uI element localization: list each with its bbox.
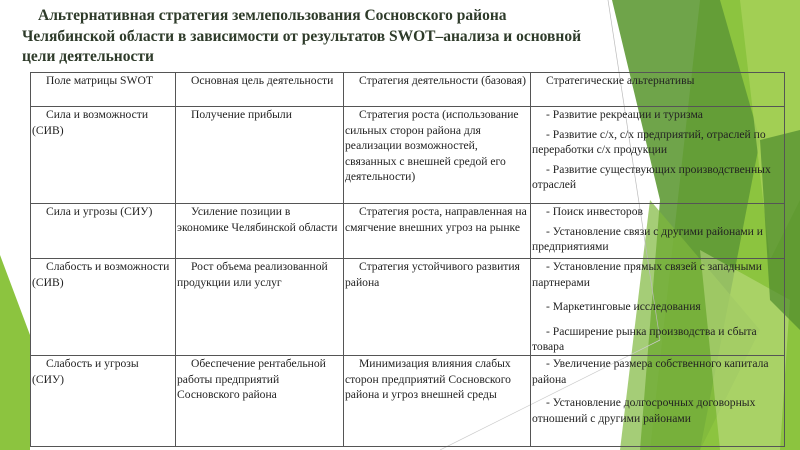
alternative-item: - Установление связи с другими районами … — [532, 224, 763, 254]
alternative-item: - Установление прямых связей с западными… — [532, 260, 762, 289]
alternative-item: - Развитие существующих производственных… — [532, 162, 771, 192]
alternative-item: - Расширение рынка производства и сбыта … — [532, 324, 757, 354]
cell-field: Слабость и возможности (СИВ) — [30, 258, 176, 356]
cell-goal: Усиление позиции в экономике Челябинской… — [175, 203, 344, 259]
slide-title: Альтернативная стратегия землепользовани… — [22, 7, 582, 65]
cell-strategy: Минимизация влияния слабых сторон предпр… — [343, 354, 531, 447]
alternative-item: - Увеличение размера собственного капита… — [532, 356, 769, 386]
cell-strategy: Стратегия роста (использование сильных с… — [343, 106, 531, 204]
cell-field: Слабость и угрозы (СИУ) — [30, 354, 176, 447]
cell-goal: Обеспечение рентабельной работы предприя… — [175, 354, 344, 447]
header-swot-field: Поле матрицы SWOT — [30, 72, 176, 107]
cell-alternatives: - Развитие рекреации и туризма - Развити… — [530, 106, 785, 204]
header-alternatives: Стратегические альтернативы — [530, 72, 785, 107]
header-main-goal: Основная цель деятельности — [175, 72, 344, 107]
cell-strategy: Стратегия роста, направленная на смягчен… — [343, 203, 531, 259]
alternative-item: - Маркетинговые исследования — [546, 300, 701, 314]
cell-alternatives: - Увеличение размера собственного капита… — [530, 354, 785, 447]
cell-field: Сила и угрозы (СИУ) — [30, 203, 176, 259]
table-row: Слабость и угрозы (СИУ) Обеспечение рент… — [30, 354, 785, 447]
table-row: Сила и угрозы (СИУ) Усиление позиции в э… — [30, 203, 785, 259]
table-row: Слабость и возможности (СИВ) Рост объема… — [30, 258, 785, 356]
swot-strategy-table: Поле матрицы SWOT Основная цель деятельн… — [30, 72, 785, 447]
alternative-item: - Поиск инвесторов — [546, 205, 643, 218]
cell-strategy: Стратегия устойчивого развития района — [343, 258, 531, 356]
alternative-item: - Развитие рекреации и туризма — [546, 108, 703, 121]
alternative-item: - Развитие с/х, с/х предприятий, отрасле… — [532, 127, 766, 157]
alternative-item: - Установление долгосрочных договорных о… — [532, 396, 756, 425]
table-row: Сила и возможности (СИВ) Получение прибы… — [30, 106, 785, 204]
cell-goal: Рост объема реализованной продукции или … — [175, 258, 344, 356]
cell-field: Сила и возможности (СИВ) — [30, 106, 176, 204]
cell-alternatives: - Установление прямых связей с западными… — [530, 258, 785, 356]
header-base-strategy: Стратегия деятельности (базовая) — [343, 72, 531, 107]
cell-alternatives: - Поиск инвесторов - Установление связи … — [530, 203, 785, 259]
cell-goal: Получение прибыли — [175, 106, 344, 204]
table-header-row: Поле матрицы SWOT Основная цель деятельн… — [30, 72, 785, 107]
